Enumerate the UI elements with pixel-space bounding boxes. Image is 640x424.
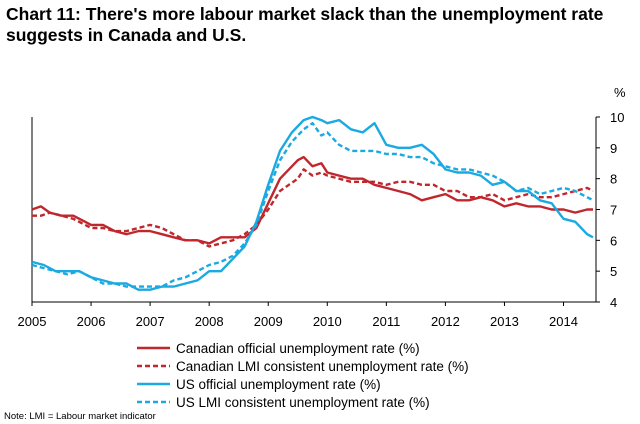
- y-tick-label: 6: [610, 233, 617, 248]
- series-line-3: [31, 115, 594, 291]
- chart-series: [31, 115, 594, 291]
- legend-label-3: US official unemployment rate (%): [176, 377, 381, 392]
- x-tick-label: 2010: [313, 314, 342, 329]
- chart-note: Note: LMI = Labour market indicator: [4, 411, 156, 422]
- y-unit-label: %: [614, 85, 626, 100]
- y-tick-label: 5: [610, 264, 617, 279]
- series-line-1: [31, 155, 593, 245]
- x-tick-label: 2007: [136, 314, 165, 329]
- x-tick-label: 2011: [372, 314, 400, 329]
- x-tick-label: 2008: [195, 314, 224, 329]
- x-tick-label: 2009: [254, 314, 283, 329]
- legend-label-4: US LMI consistent unemployment rate (%): [176, 395, 430, 410]
- legend-label-2: Canadian LMI consistent unemployment rat…: [176, 359, 469, 374]
- x-tick-label: 2014: [549, 314, 578, 329]
- chart-title: Chart 11: There's more labour market sla…: [6, 4, 604, 45]
- chart-legend: Canadian official unemployment rate (%) C…: [137, 341, 469, 410]
- y-tick-label: 7: [610, 203, 617, 218]
- x-tick-label: 2013: [490, 314, 519, 329]
- x-tick-label: 2006: [77, 314, 106, 329]
- legend-label-1: Canadian official unemployment rate (%): [176, 341, 420, 356]
- y-tick-label: 9: [610, 141, 617, 156]
- y-tick-label: 4: [610, 295, 617, 310]
- x-tick-label: 2012: [431, 314, 460, 329]
- series-line-4: [31, 121, 594, 288]
- y-tick-label: 10: [610, 110, 624, 125]
- x-tick-label: 2005: [18, 314, 47, 329]
- chart-axes: 4 5 6 7 8 9 10% 2005 2006 2007 2008 2009 2010 2011 201…: [18, 85, 626, 329]
- series-line-2: [32, 168, 594, 248]
- y-tick-label: 8: [610, 172, 617, 187]
